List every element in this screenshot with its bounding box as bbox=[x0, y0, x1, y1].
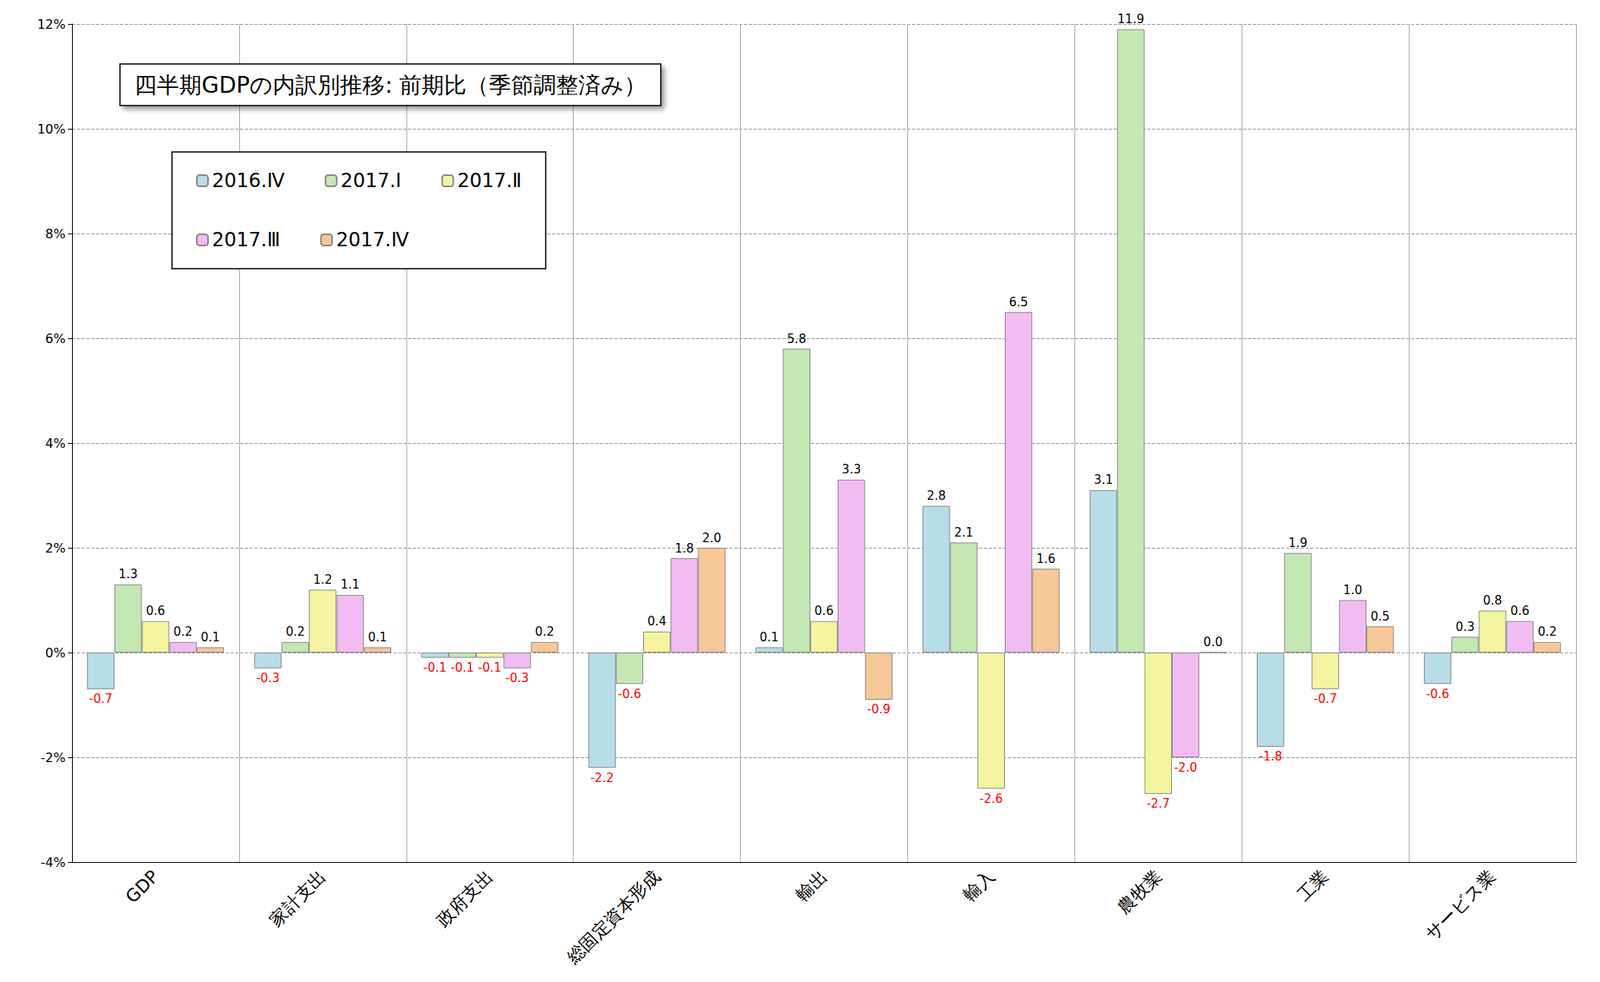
svg-text:1.6: 1.6 bbox=[1036, 552, 1056, 567]
svg-text:輸出: 輸出 bbox=[792, 866, 832, 906]
svg-text:工業: 工業 bbox=[1293, 866, 1333, 906]
svg-text:0.1: 0.1 bbox=[760, 630, 780, 645]
svg-text:1.1: 1.1 bbox=[340, 577, 360, 592]
svg-text:-2.7: -2.7 bbox=[1146, 796, 1170, 812]
svg-text:GDP: GDP bbox=[121, 866, 163, 908]
svg-text:0.2: 0.2 bbox=[173, 624, 193, 640]
svg-text:2017.Ⅱ: 2017.Ⅱ bbox=[457, 169, 523, 192]
svg-text:-4%: -4% bbox=[40, 855, 66, 871]
svg-text:6.5: 6.5 bbox=[1008, 295, 1028, 310]
svg-text:-0.1: -0.1 bbox=[450, 660, 474, 676]
svg-text:1.2: 1.2 bbox=[312, 572, 332, 588]
svg-text:-0.1: -0.1 bbox=[478, 660, 502, 676]
svg-text:政府支出: 政府支出 bbox=[432, 866, 497, 931]
svg-text:2.8: 2.8 bbox=[926, 488, 946, 504]
svg-text:0.6: 0.6 bbox=[814, 604, 834, 619]
svg-text:-2%: -2% bbox=[40, 750, 66, 766]
svg-text:-1.8: -1.8 bbox=[1259, 749, 1283, 764]
svg-text:1.8: 1.8 bbox=[674, 541, 694, 556]
svg-text:0.1: 0.1 bbox=[200, 630, 220, 645]
svg-text:0.3: 0.3 bbox=[1455, 620, 1475, 635]
svg-text:0.1: 0.1 bbox=[368, 630, 388, 645]
svg-text:2.0: 2.0 bbox=[702, 531, 722, 546]
svg-text:-0.7: -0.7 bbox=[1313, 692, 1337, 707]
svg-text:-0.9: -0.9 bbox=[867, 702, 891, 717]
svg-text:3.3: 3.3 bbox=[841, 462, 861, 477]
svg-text:-2.0: -2.0 bbox=[1173, 760, 1197, 776]
svg-text:-0.3: -0.3 bbox=[256, 671, 280, 686]
svg-text:-0.1: -0.1 bbox=[423, 660, 447, 676]
svg-text:-0.6: -0.6 bbox=[617, 687, 641, 702]
svg-text:0.2: 0.2 bbox=[1537, 624, 1557, 640]
svg-text:12%: 12% bbox=[36, 16, 66, 32]
svg-text:サービス業: サービス業 bbox=[1421, 866, 1500, 945]
svg-text:2017.Ⅰ: 2017.Ⅰ bbox=[340, 169, 402, 192]
svg-text:-0.7: -0.7 bbox=[88, 692, 112, 707]
svg-text:輸入: 輸入 bbox=[959, 866, 999, 906]
svg-text:2%: 2% bbox=[45, 540, 66, 556]
svg-text:3.1: 3.1 bbox=[1093, 472, 1113, 488]
svg-text:1.3: 1.3 bbox=[118, 567, 138, 582]
svg-text:家計支出: 家計支出 bbox=[265, 866, 330, 931]
svg-text:0.0: 0.0 bbox=[1203, 635, 1223, 650]
svg-text:0.4: 0.4 bbox=[647, 614, 667, 629]
svg-text:8%: 8% bbox=[45, 226, 66, 242]
svg-text:-2.2: -2.2 bbox=[590, 771, 614, 786]
svg-text:四半期GDPの内訳別推移: 前期比（季節調整済み）: 四半期GDPの内訳別推移: 前期比（季節調整済み） bbox=[134, 72, 647, 99]
svg-text:総固定資本形成: 総固定資本形成 bbox=[562, 866, 664, 968]
svg-text:11.9: 11.9 bbox=[1117, 12, 1144, 27]
svg-text:4%: 4% bbox=[45, 436, 66, 452]
svg-text:-2.6: -2.6 bbox=[979, 792, 1003, 807]
svg-text:6%: 6% bbox=[45, 331, 66, 347]
svg-text:0%: 0% bbox=[45, 645, 66, 661]
svg-text:0.8: 0.8 bbox=[1483, 593, 1503, 608]
svg-text:2017.Ⅳ: 2017.Ⅳ bbox=[336, 228, 409, 252]
svg-text:1.9: 1.9 bbox=[1288, 536, 1308, 551]
svg-text:-0.6: -0.6 bbox=[1425, 687, 1449, 702]
svg-text:5.8: 5.8 bbox=[787, 332, 807, 347]
svg-text:2.1: 2.1 bbox=[954, 525, 974, 540]
svg-text:10%: 10% bbox=[36, 121, 66, 137]
svg-text:2016.Ⅳ: 2016.Ⅳ bbox=[212, 169, 285, 192]
svg-text:0.5: 0.5 bbox=[1370, 609, 1390, 624]
svg-text:2017.Ⅲ: 2017.Ⅲ bbox=[212, 228, 280, 252]
svg-text:-0.3: -0.3 bbox=[505, 671, 529, 686]
svg-text:0.2: 0.2 bbox=[535, 624, 555, 640]
svg-text:1.0: 1.0 bbox=[1343, 583, 1363, 598]
svg-text:0.2: 0.2 bbox=[285, 624, 305, 640]
svg-text:農牧業: 農牧業 bbox=[1113, 866, 1165, 918]
svg-text:0.6: 0.6 bbox=[1510, 604, 1530, 619]
svg-text:0.6: 0.6 bbox=[146, 604, 166, 619]
